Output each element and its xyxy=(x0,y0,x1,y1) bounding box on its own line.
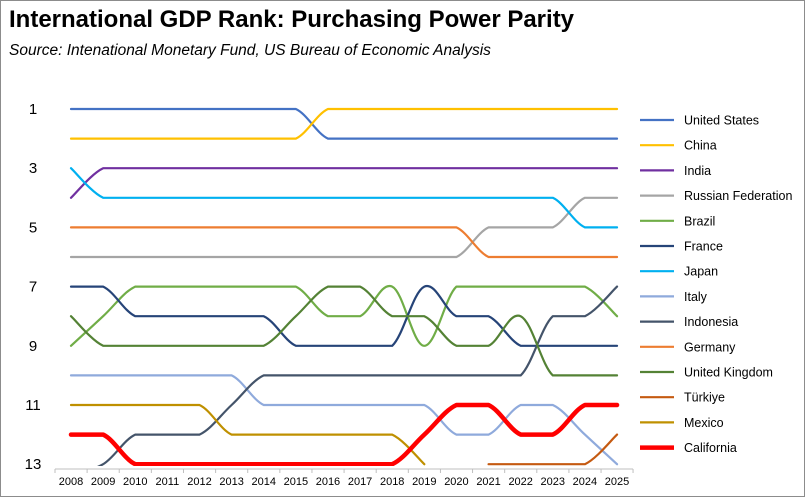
legend-label: Italy xyxy=(684,290,708,304)
x-tick-label: 2018 xyxy=(380,476,404,488)
x-tick-label: 2014 xyxy=(251,476,275,488)
legend-label: Brazil xyxy=(684,214,715,228)
series-line-united-states xyxy=(69,107,619,140)
series-line-japan xyxy=(69,167,619,229)
x-axis: 2008 2009 2010 2011 2012 2013 2014 2015 2016 2017… xyxy=(54,468,634,488)
legend-label: France xyxy=(684,240,723,254)
legend-label: United States xyxy=(684,114,759,128)
series-line-germany xyxy=(69,226,619,259)
series-line-indonesia xyxy=(96,285,619,466)
series-line-mexico xyxy=(69,403,426,466)
x-tick-label: 2017 xyxy=(348,476,372,488)
series-line-united-kingdom xyxy=(69,285,619,377)
x-tick-label: 2020 xyxy=(444,476,468,488)
series-line-india xyxy=(69,167,619,199)
series-line-russian-federation xyxy=(69,196,619,259)
y-tick-label: 13 xyxy=(25,456,42,473)
x-tick-label: 2012 xyxy=(187,476,211,488)
legend-label: Russian Federation xyxy=(684,189,792,203)
legend-label: India xyxy=(684,164,711,178)
series-line-france xyxy=(69,285,619,347)
x-tick-label: 2016 xyxy=(316,476,340,488)
legend-label: Germany xyxy=(684,340,736,354)
legend-label: Mexico xyxy=(684,416,724,430)
y-tick-label: 3 xyxy=(29,160,37,177)
series-line-california xyxy=(68,402,620,466)
x-tick-label: 2011 xyxy=(156,476,180,488)
chart-subtitle: Source: Intenational Monetary Fund, US B… xyxy=(9,42,491,59)
y-tick-label: 1 xyxy=(29,101,37,118)
x-tick-label: 2010 xyxy=(123,476,147,488)
series-group xyxy=(68,107,620,466)
x-tick-label: 2022 xyxy=(508,476,532,488)
x-tick-label: 2024 xyxy=(573,476,597,488)
legend: United States China India Russian Federatio… xyxy=(640,114,792,455)
legend-label: California xyxy=(684,441,737,455)
legend-label: Türkiye xyxy=(684,391,725,405)
x-tick-label: 2021 xyxy=(476,476,500,488)
legend-label: China xyxy=(684,139,717,153)
y-tick-label: 11 xyxy=(25,397,41,414)
x-tick-label: 2013 xyxy=(219,476,243,488)
x-tick-label: 2023 xyxy=(541,476,565,488)
chart-title: International GDP Rank: Purchasing Power… xyxy=(9,6,575,33)
y-tick-label: 7 xyxy=(29,279,37,296)
legend-label: Indonesia xyxy=(684,315,738,329)
y-tick-label: 9 xyxy=(29,338,37,355)
x-tick-label: 2019 xyxy=(412,476,436,488)
x-tick-label: 2008 xyxy=(59,476,83,488)
x-tick-label: 2015 xyxy=(284,476,308,488)
series-line-t-rkiye xyxy=(487,433,619,466)
legend-label: United Kingdom xyxy=(684,366,773,380)
series-line-brazil xyxy=(69,285,619,347)
legend-label: Japan xyxy=(684,265,718,279)
x-tick-label: 2025 xyxy=(605,476,629,488)
series-line-italy xyxy=(69,374,619,466)
y-tick-label: 5 xyxy=(29,219,37,236)
series-line-china xyxy=(69,107,619,140)
x-tick-label: 2009 xyxy=(91,476,115,488)
